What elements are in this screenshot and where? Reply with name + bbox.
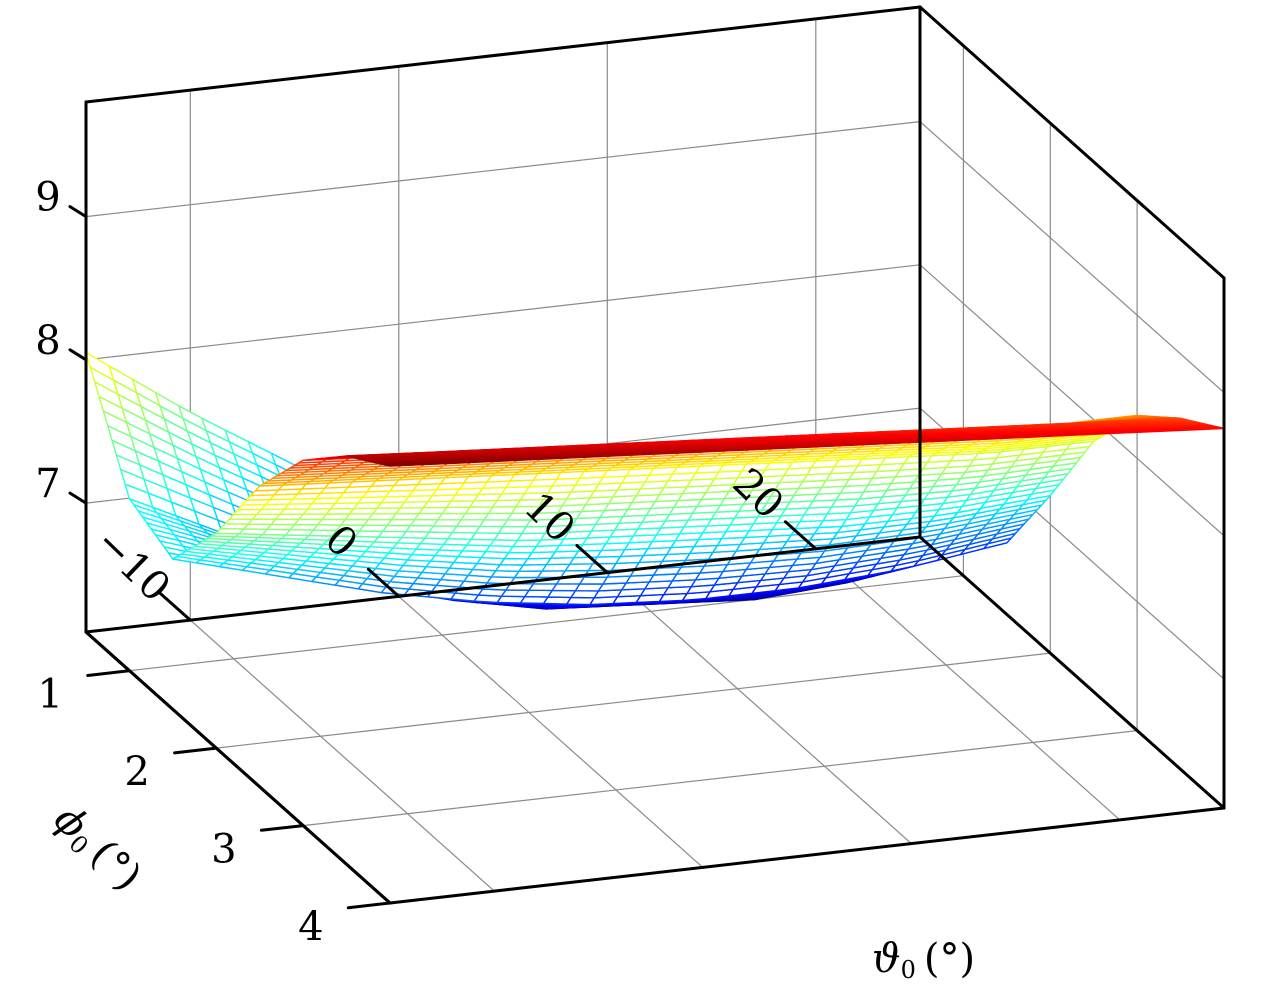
frame-edge [388, 806, 1226, 905]
frame-edge [918, 5, 1226, 280]
x-tick-label: 2 [124, 749, 149, 795]
z-tick-label: 8 [35, 318, 60, 364]
y-axis-line [84, 630, 392, 905]
left-wall-gridline-z [85, 264, 921, 361]
x-tick-mark [346, 901, 392, 910]
floor-gridline-y [815, 548, 1121, 821]
back-wall-gridline-z [919, 120, 1225, 394]
y-axis-label: ϕ0(°) [44, 796, 151, 901]
x-axis-label: ϑ0 (°) [872, 936, 975, 984]
frame-edge [84, 535, 922, 634]
floor-gridline-x [215, 652, 1051, 749]
x-tick-label: 4 [298, 904, 323, 950]
z-tick-mark [68, 491, 88, 505]
back-wall-gridline-z [919, 264, 1225, 537]
left-wall-gridline-z [85, 120, 921, 218]
z-tick-mark [68, 348, 88, 362]
y-tick-mark [158, 591, 192, 622]
y-tick-mark [575, 544, 609, 575]
x-tick-mark [173, 746, 218, 755]
surface-mesh [85, 352, 1225, 610]
z-tick-label: 7 [35, 461, 60, 507]
floor-gridline-y [398, 595, 704, 869]
x-tick-mark [86, 669, 131, 677]
axes-frame [84, 5, 1226, 905]
frame-edge [918, 535, 1226, 810]
floor-gridline-x [128, 575, 965, 672]
y-tick-mark [366, 567, 401, 598]
floor-gridline-y [189, 619, 495, 892]
surface-cell [385, 463, 414, 467]
frame-edge [84, 5, 922, 104]
floor-gridline-y [606, 571, 912, 845]
floor-gridline-x [302, 729, 1138, 827]
x-tick-label: 1 [37, 672, 62, 718]
x-tick-mark [259, 824, 305, 832]
x-tick-label: 3 [211, 827, 236, 873]
y-tick-mark [783, 520, 818, 551]
z-tick-mark [68, 205, 88, 219]
z-tick-label: 9 [35, 175, 60, 221]
